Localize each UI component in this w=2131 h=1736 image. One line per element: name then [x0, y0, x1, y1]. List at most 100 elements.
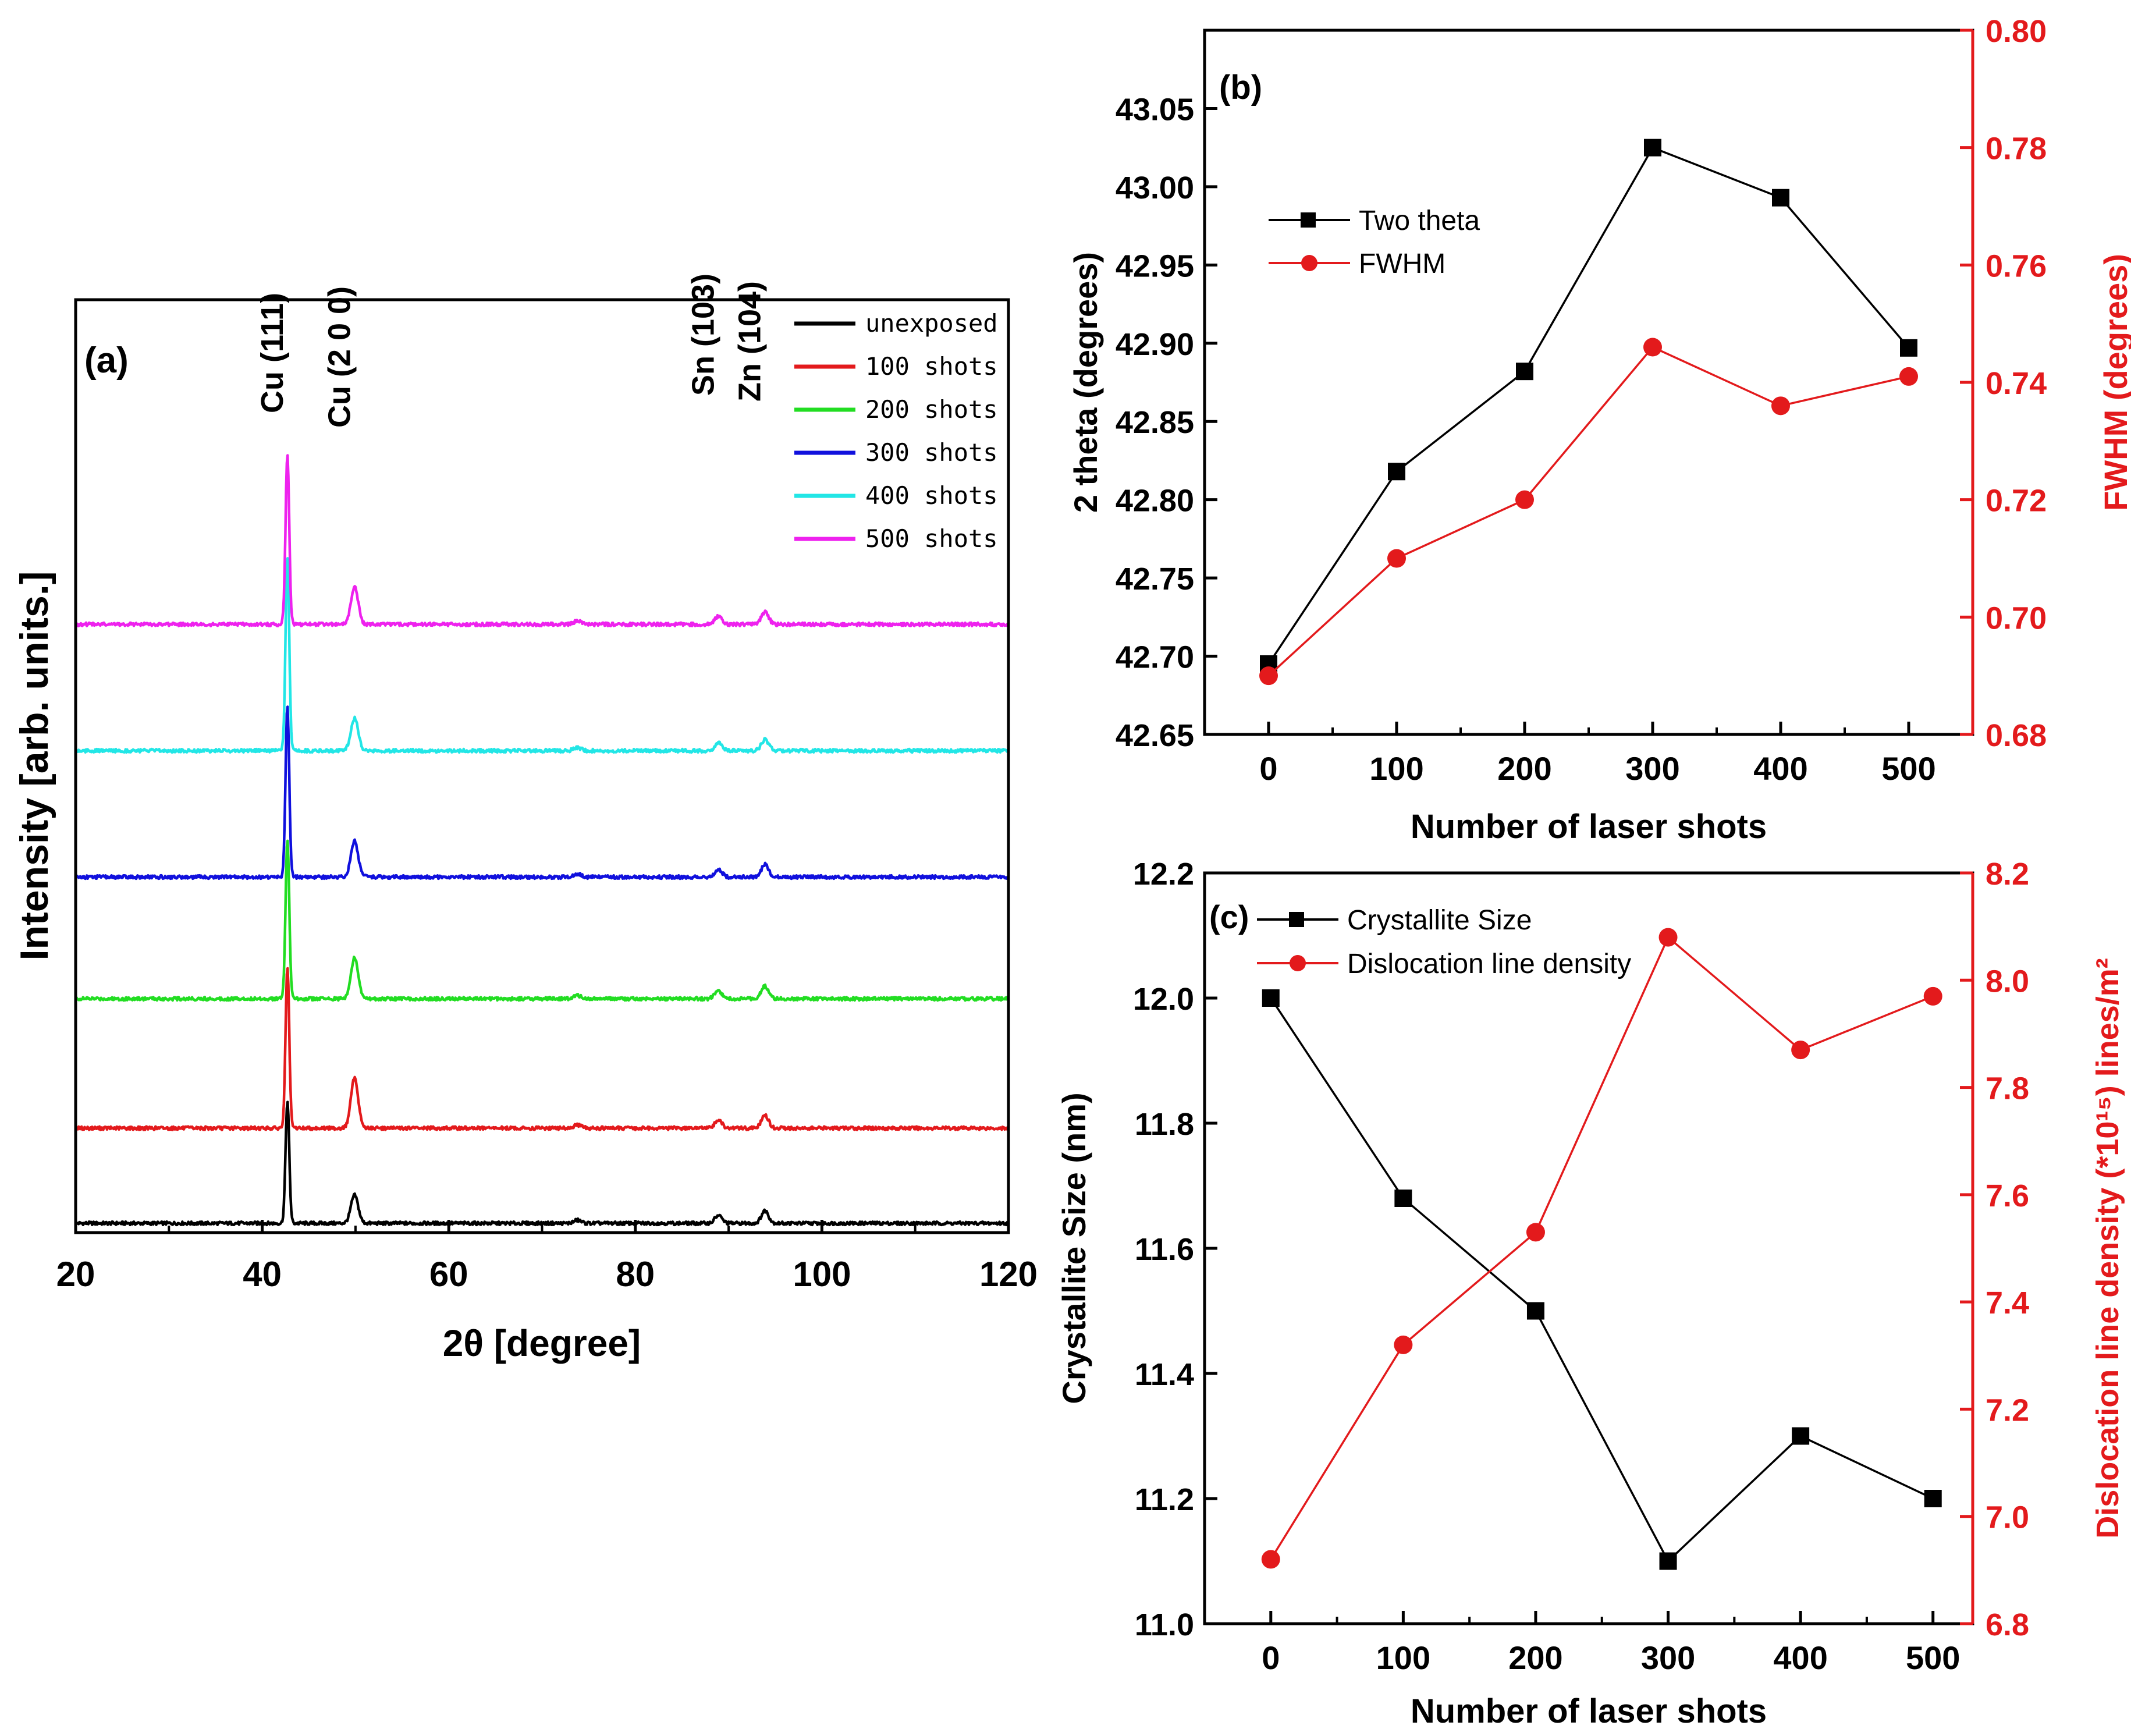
data-point-square: [1792, 1427, 1810, 1445]
data-point-circle: [1526, 1223, 1545, 1242]
y-left-tick-label: 42.95: [1116, 248, 1194, 283]
y-left-tick-label: 12.0: [1133, 982, 1194, 1017]
panel-b-series: [1259, 139, 1918, 686]
data-point-square: [1388, 463, 1405, 481]
legend-label: unexposed: [865, 309, 998, 338]
panel-c-size-dislocation: 0 100 200 300 400 500 11.0 11.2 11.4 11.6 11.8 12.0…: [1056, 857, 2125, 1730]
y-left-tick-label: 42.75: [1116, 562, 1194, 597]
legend-label: 400 shots: [865, 481, 998, 510]
panel-c-xlabel: Number of laser shots: [1411, 1692, 1767, 1730]
legend-marker-circle: [1290, 955, 1306, 971]
x-tick-label: 400: [1753, 750, 1807, 787]
legend-label: FWHM: [1359, 248, 1445, 279]
xrd-trace-300-shots: [74, 705, 1010, 881]
data-point-circle: [1791, 1041, 1810, 1060]
peak-label: Cu (2 0 0): [322, 286, 357, 428]
data-point-circle: [1259, 666, 1278, 686]
data-point-circle: [1899, 367, 1918, 386]
x-tick-label: 40: [243, 1255, 282, 1294]
x-tick-label: 200: [1508, 1639, 1562, 1676]
y-left-tick-label: 43.05: [1116, 92, 1194, 127]
y-right-tick-label: 0.80: [1986, 14, 2047, 49]
y-left-tick-label: 42.85: [1116, 405, 1194, 440]
legend-label: 100 shots: [865, 352, 998, 381]
panel-b-ylabel-right: FWHM (degrees): [2097, 254, 2131, 511]
legend-label: Two theta: [1359, 205, 1480, 236]
y-right-tick-label: 0.72: [1986, 484, 2047, 519]
legend-label: 500 shots: [865, 524, 998, 553]
panel-b-label: (b): [1219, 69, 1262, 106]
y-left-tick-label: 11.4: [1135, 1357, 1194, 1392]
y-right-tick-label: 0.76: [1986, 248, 2047, 283]
y-left-tick-label: 12.2: [1133, 857, 1194, 892]
peak-label: Cu (111): [255, 293, 290, 413]
xrd-trace-200-shots: [74, 839, 1010, 1002]
y-left-tick-label: 42.65: [1116, 718, 1194, 753]
legend-marker-square: [1301, 212, 1316, 228]
panel-b-theta-fwhm: (b) 0 100 200 300 400 500 42.65 42.70 42.75 42.80…: [1067, 14, 2131, 846]
y-right-tick-label: 0.74: [1986, 366, 2047, 401]
panel-a-label: (a): [84, 340, 129, 381]
legend-label: 300 shots: [865, 438, 998, 467]
peak-label: Sn (103): [686, 274, 720, 396]
panel-c-label: (c): [1209, 899, 1249, 935]
panel-b-ylabel-left: 2 theta (degrees): [1067, 252, 1104, 513]
x-tick-label: 120: [979, 1255, 1038, 1294]
data-point-square: [1924, 1490, 1942, 1507]
data-point-circle: [1387, 549, 1406, 568]
panel-b-xlabel: Number of laser shots: [1411, 808, 1767, 846]
panel-a-peak-labels: Cu (111) Cu (2 0 0) Sn (103) Zn (104): [255, 274, 768, 428]
data-point-circle: [1643, 338, 1662, 357]
data-point-circle: [1771, 396, 1790, 416]
y-left-tick-label: 42.70: [1116, 640, 1194, 675]
y-left-tick-label: 11.6: [1135, 1232, 1194, 1267]
data-point-circle: [1394, 1335, 1413, 1354]
panel-c-ticks: 0 100 200 300 400 500 11.0 11.2 11.4 11.6 11.8 12.0…: [1133, 857, 2029, 1676]
y-left-tick-label: 11.2: [1135, 1482, 1194, 1517]
y-right-tick-label: 0.78: [1986, 132, 2047, 166]
y-right-tick-label: 7.0: [1986, 1500, 2029, 1535]
legend-marker-square: [1289, 912, 1304, 927]
data-point-square: [1900, 339, 1917, 357]
data-point-square: [1516, 363, 1533, 381]
x-tick-label: 80: [616, 1255, 655, 1294]
panel-a-traces: [74, 454, 1010, 1227]
y-right-tick-label: 0.70: [1986, 601, 2047, 636]
data-point-square: [1772, 189, 1789, 207]
series-line-fwhm: [1267, 346, 1909, 677]
x-tick-label: 400: [1773, 1639, 1827, 1676]
data-point-square: [1526, 1302, 1544, 1320]
x-tick-label: 100: [1369, 750, 1423, 787]
panel-a-x-ticks: 20 40 60 80 100 120: [56, 1220, 1038, 1294]
legend-label: 200 shots: [865, 395, 998, 424]
panel-c-ylabel-left: Crystallite Size (nm): [1056, 1092, 1092, 1404]
x-tick-label: 500: [1906, 1639, 1960, 1676]
y-right-tick-label: 7.6: [1986, 1178, 2029, 1213]
legend-label: Dislocation line density: [1347, 949, 1631, 979]
y-right-tick-label: 6.8: [1986, 1607, 2029, 1642]
panel-b-legend: Two theta FWHM: [1269, 205, 1480, 279]
xrd-trace-unexposed: [74, 1100, 1010, 1227]
x-tick-label: 200: [1497, 750, 1551, 787]
panel-c-series: [1261, 928, 1942, 1570]
y-right-tick-label: 8.0: [1986, 964, 2029, 999]
x-tick-label: 60: [429, 1255, 468, 1294]
x-tick-label: 100: [1376, 1639, 1430, 1676]
data-point-circle: [1515, 490, 1534, 509]
panel-a-xrd: (a) 20 40 60 80 100 120 2θ [degree] Intensity…: [12, 274, 1038, 1364]
xrd-trace-400-shots: [75, 557, 1010, 754]
peak-label: Zn (104): [733, 281, 768, 402]
y-left-tick-label: 11.0: [1135, 1607, 1194, 1642]
data-point-square: [1659, 1552, 1677, 1570]
data-point-circle: [1658, 928, 1678, 947]
series-line-crystallite-size: [1270, 997, 1934, 1563]
xrd-trace-100-shots: [74, 967, 1010, 1131]
data-point-square: [1262, 989, 1280, 1007]
panel-b-ticks: 0 100 200 300 400 500 42.65 42.70 42.75 42.80 42.8…: [1116, 14, 2047, 787]
panel-c-legend: Crystallite Size Dislocation line density: [1257, 905, 1631, 979]
panel-a-legend: unexposed 100 shots 200 shots 300 shots 400 …: [794, 309, 998, 553]
series-line-dislocation-line-density: [1270, 935, 1934, 1560]
data-point-circle: [1261, 1550, 1280, 1569]
